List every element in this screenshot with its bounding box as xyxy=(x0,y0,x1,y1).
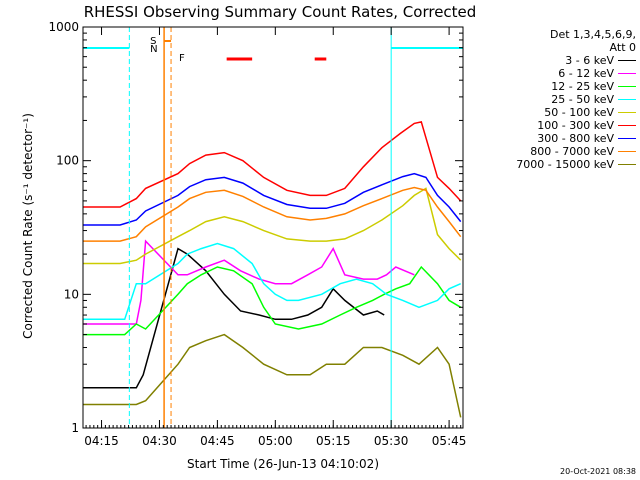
x-tick-label-4: 05:15 xyxy=(316,434,351,448)
x-tick-label-6: 05:45 xyxy=(432,434,467,448)
x-tick-label-1: 04:30 xyxy=(142,434,177,448)
legend-item-8: 7000 - 15000 keV xyxy=(486,158,636,171)
legend-swatch xyxy=(618,73,636,74)
y-tick-label-3: 1000 xyxy=(48,20,79,34)
series-line-7 xyxy=(83,186,462,242)
chart-title: RHESSI Observing Summary Count Rates, Co… xyxy=(84,3,477,21)
legend-item-3: 25 - 50 keV xyxy=(486,93,636,106)
legend-label: 800 - 7000 keV xyxy=(530,145,614,158)
legend-swatch xyxy=(618,138,636,139)
x-tick-label-2: 04:45 xyxy=(200,434,235,448)
legend-swatch xyxy=(618,125,636,126)
legend-label: 300 - 800 keV xyxy=(537,132,614,145)
x-tick-label-3: 05:00 xyxy=(258,434,293,448)
timestamp: 20-Oct-2021 08:38 xyxy=(560,467,636,476)
legend-item-5: 100 - 300 keV xyxy=(486,119,636,132)
series-line-2 xyxy=(83,265,462,336)
y-tick-label-1: 10 xyxy=(64,287,79,301)
legend-rows: 3 - 6 keV 6 - 12 keV 12 - 25 keV 25 - 50 ke… xyxy=(486,54,636,171)
series-line-4 xyxy=(83,187,462,265)
legend-item-6: 300 - 800 keV xyxy=(486,132,636,145)
y-tick-label-2: 100 xyxy=(56,154,79,168)
series-line-0 xyxy=(83,247,385,389)
legend-label: 3 - 6 keV xyxy=(565,54,614,67)
legend-item-0: 3 - 6 keV xyxy=(486,54,636,67)
series-line-1 xyxy=(83,239,415,325)
legend-label: 100 - 300 keV xyxy=(537,119,614,132)
series-line-5 xyxy=(83,121,462,208)
legend-label: 7000 - 15000 keV xyxy=(516,158,614,171)
y-tick-label-0: 1 xyxy=(71,421,79,435)
legend-swatch xyxy=(618,86,636,87)
legend-label: 12 - 25 keV xyxy=(551,80,614,93)
legend-swatch xyxy=(618,99,636,100)
legend-header-attenuator: Att 0 xyxy=(609,41,636,54)
legend-swatch xyxy=(618,112,636,113)
series-line-8 xyxy=(83,333,462,418)
legend-label: 50 - 100 keV xyxy=(544,106,614,119)
series-line-3 xyxy=(83,242,462,321)
legend-header-detectors: Det 1,3,4,5,6,9, xyxy=(549,28,636,41)
series-line-6 xyxy=(83,172,462,226)
legend-label: 25 - 50 keV xyxy=(551,93,614,106)
legend-swatch xyxy=(618,151,636,152)
flare-label: F xyxy=(179,53,185,64)
saa-label-n: N xyxy=(150,44,157,55)
plot-frame xyxy=(82,26,464,429)
legend-item-7: 800 - 7000 keV xyxy=(486,145,636,158)
legend-item-2: 12 - 25 keV xyxy=(486,80,636,93)
y-axis-label: Corrected Count Rate (s⁻¹ detector⁻¹) xyxy=(21,113,35,339)
plot-area: SN F 1 10 100 1000 04:15 04:30 04:45 05:00 05:15 05… xyxy=(48,20,466,448)
x-axis-label: Start Time (26-Jun-13 04:10:02) xyxy=(187,457,379,471)
x-tick-label-0: 04:15 xyxy=(84,434,119,448)
legend-item-4: 50 - 100 keV xyxy=(486,106,636,119)
legend: Det 1,3,4,5,6,9, Att 0 3 - 6 keV 6 - 12 k… xyxy=(486,28,636,171)
legend-swatch xyxy=(618,60,636,61)
legend-label: 6 - 12 keV xyxy=(558,67,614,80)
saa-label-s: S xyxy=(150,36,156,47)
legend-swatch xyxy=(618,164,636,165)
x-tick-label-5: 05:30 xyxy=(374,434,409,448)
legend-item-1: 6 - 12 keV xyxy=(486,67,636,80)
